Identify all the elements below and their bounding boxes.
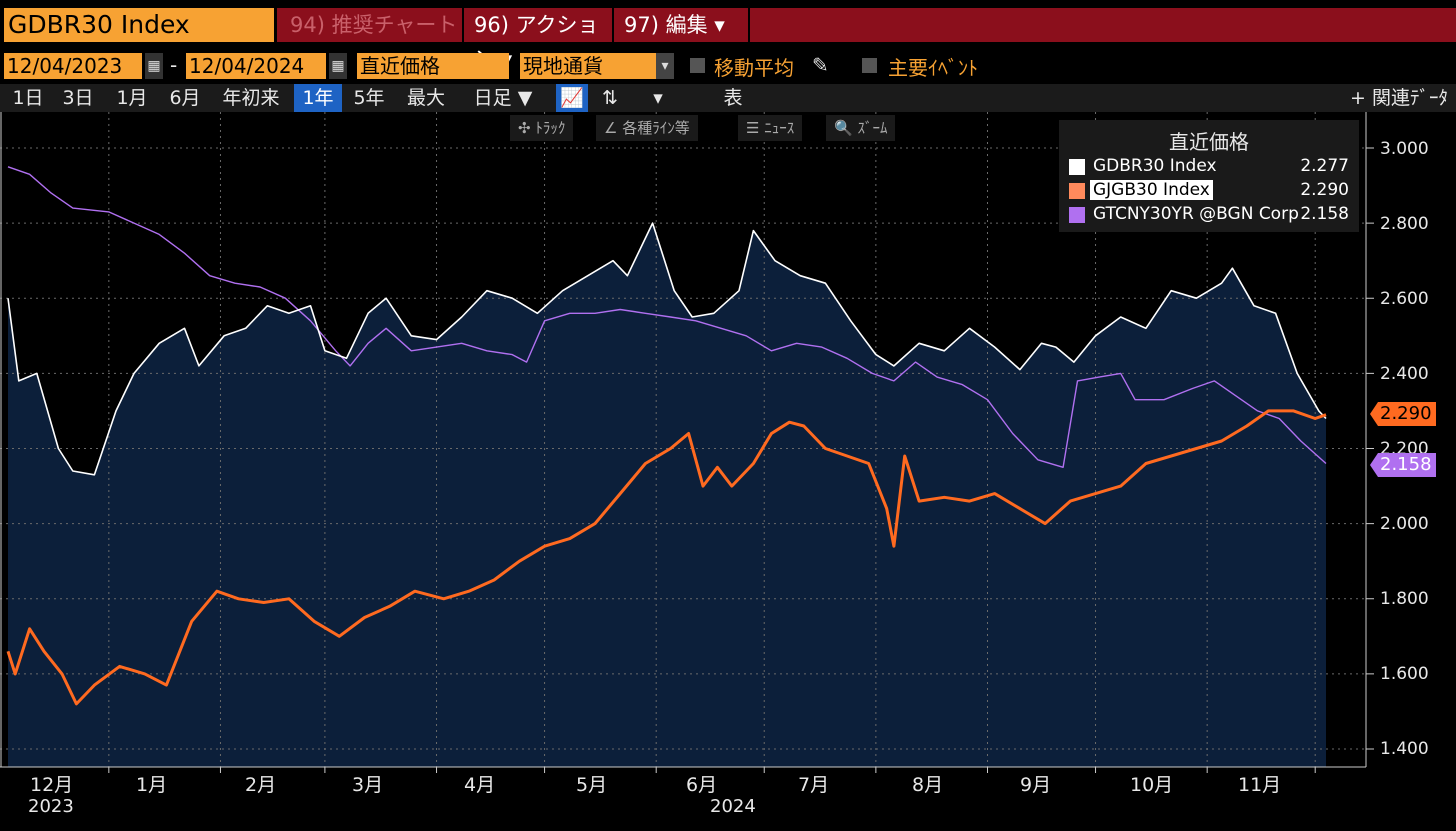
start-calendar-icon[interactable]: ▦ (145, 53, 163, 79)
last-value-tag-jgb: 2.290 (1370, 402, 1436, 426)
legend-item[interactable]: GDBR30 Index 2.277 (1069, 156, 1354, 178)
range-5y-button[interactable]: 5年 (346, 84, 392, 112)
legend-item[interactable]: GTCNY30YR @BGN Corp 2.158 (1069, 204, 1354, 226)
legend-series-value: 2.277 (1300, 156, 1349, 176)
x-month-label: 3月 (352, 774, 384, 796)
zoom-tool[interactable]: 🔍 ｽﾞｰﾑ (826, 115, 896, 141)
draw-lines-tool[interactable]: ∠ 各種ﾗｲﾝ等 (596, 115, 698, 141)
range-1d-button[interactable]: 1日 (6, 84, 50, 112)
y-tick-label: 3.000 (1380, 139, 1429, 159)
range-1m-button[interactable]: 1月 (108, 84, 156, 112)
legend-title: 直近価格 (1169, 130, 1249, 154)
x-month-label: 5月 (576, 774, 608, 796)
y-tick-label: 2.400 (1380, 364, 1429, 384)
events-checkbox[interactable] (862, 58, 877, 73)
range-1y-button[interactable]: 1年 (294, 84, 342, 112)
pencil-icon[interactable]: ✎ (812, 53, 829, 77)
range-6m-button[interactable]: 6月 (162, 84, 208, 112)
series-line (6, 409, 1327, 706)
end-date-field[interactable]: 12/04/2024 (186, 53, 326, 79)
series-area-fill (8, 223, 1326, 768)
moving-average-label: 移動平均 (714, 56, 794, 80)
x-month-label: 12月 (30, 774, 74, 796)
menu-bar (277, 8, 1456, 42)
candlestick-icon[interactable]: ⇅ (594, 84, 626, 112)
y-tick-label: 2.800 (1380, 214, 1429, 234)
x-month-label: 8月 (912, 774, 944, 796)
menu-recommended-charts[interactable]: 94) 推奨チャート ▾ (282, 8, 464, 71)
y-tick-label: 2.600 (1380, 289, 1429, 309)
legend-series-name: GTCNY30YR @BGN Corp (1093, 204, 1299, 224)
legend-series-value: 2.158 (1300, 204, 1349, 224)
table-button[interactable]: 表 (686, 84, 780, 112)
date-range-dash: - (170, 53, 178, 77)
y-tick-label: 1.400 (1380, 739, 1429, 759)
start-date-field[interactable]: 12/04/2023 (4, 53, 142, 79)
x-month-label: 2月 (245, 774, 277, 796)
legend-swatch (1069, 159, 1085, 175)
menu-edit[interactable]: 97) 編集 ▾ (616, 8, 750, 42)
series-line (7, 166, 1327, 468)
price-type-select[interactable]: 直近価格 (357, 53, 509, 79)
range-3d-button[interactable]: 3日 (56, 84, 100, 112)
series-line (7, 222, 1327, 476)
frequency-select[interactable]: 日足 ▼ (460, 84, 546, 112)
y-tick-label: 1.600 (1380, 664, 1429, 684)
x-year-label: 2024 (710, 796, 756, 817)
end-calendar-icon[interactable]: ▦ (329, 53, 347, 79)
legend-swatch (1069, 183, 1085, 199)
range-max-button[interactable]: 最大 (398, 84, 454, 112)
legend-series-name: GJGB30 Index (1090, 180, 1213, 200)
x-year-label: 2023 (28, 796, 74, 817)
x-month-label: 10月 (1130, 774, 1174, 796)
ticker-input[interactable]: GDBR30 Index (4, 8, 274, 42)
x-month-label: 6月 (686, 774, 718, 796)
legend-item[interactable]: GJGB30 Index 2.290 (1069, 180, 1354, 202)
range-ytd-button[interactable]: 年初来 (214, 84, 288, 112)
moving-average-checkbox[interactable] (690, 58, 705, 73)
x-month-label: 7月 (798, 774, 830, 796)
line-chart-icon[interactable]: 📈 (556, 84, 588, 112)
currency-select[interactable]: 現地通貨 (520, 53, 656, 79)
events-label: 主要ｲﾍﾞﾝﾄ (888, 56, 978, 80)
y-tick-label: 2.000 (1380, 514, 1429, 534)
legend-panel: 直近価格 GDBR30 Index 2.277 GJGB30 Index 2.2… (1059, 120, 1359, 232)
legend-series-value: 2.290 (1300, 180, 1349, 200)
track-tool[interactable]: ✣ ﾄﾗｯｸ (510, 115, 574, 141)
legend-swatch (1069, 207, 1085, 223)
menu-edit-label: 97) 編集 ▾ (624, 13, 725, 37)
x-month-label: 4月 (464, 774, 496, 796)
legend-series-name: GDBR30 Index (1093, 156, 1217, 176)
news-tool[interactable]: ☰ ﾆｭｰｽ (738, 115, 803, 141)
chart-type-dropdown-icon[interactable]: ▾ (640, 84, 676, 112)
currency-dropdown-icon[interactable]: ▾ (656, 53, 674, 79)
menu-recommended-charts-label: 94) 推奨チャート ▾ (290, 13, 458, 71)
x-month-label: 9月 (1020, 774, 1052, 796)
x-month-label: 11月 (1238, 774, 1282, 796)
x-month-label: 1月 (136, 774, 168, 796)
last-value-tag-cny: 2.158 (1370, 453, 1436, 477)
related-data-button[interactable]: + 関連ﾃﾞｰﾀ (1344, 84, 1456, 112)
y-tick-label: 1.800 (1380, 589, 1429, 609)
